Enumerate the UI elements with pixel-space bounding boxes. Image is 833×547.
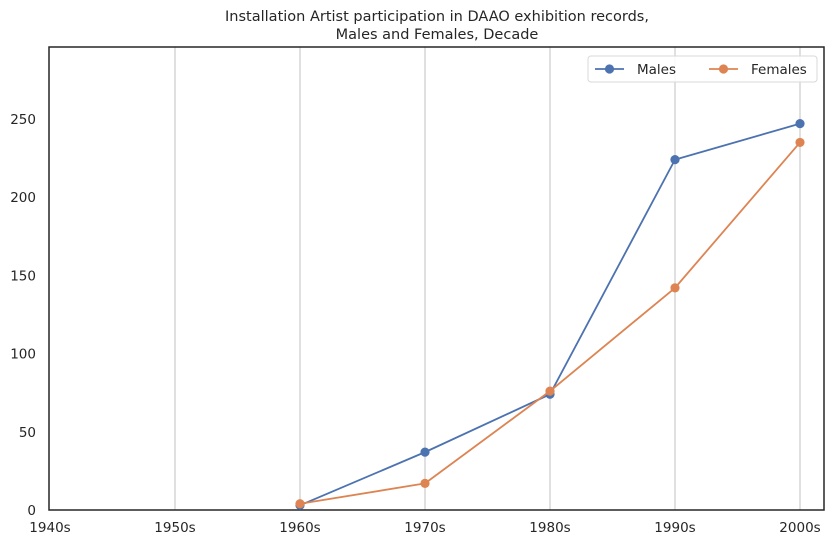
y-tick-label: 200: [10, 190, 36, 206]
y-axis-ticks: 0 50 100 150 200 250: [10, 112, 36, 519]
chart-title-line-1: Installation Artist participation in DAA…: [225, 9, 649, 25]
x-axis-ticks: 1940s 1950s 1960s 1970s 1980s 1990s 2000s: [29, 520, 820, 536]
legend-marker: [718, 64, 729, 74]
legend-box: [587, 55, 818, 83]
legend-marker: [604, 64, 615, 74]
x-tick-label: 1970s: [404, 520, 445, 536]
y-tick-label: 100: [10, 347, 36, 363]
chart-title: Installation Artist participation in DAA…: [225, 9, 649, 43]
data-point: [670, 155, 680, 165]
data-point: [295, 499, 305, 509]
x-tick-label: 1980s: [529, 520, 570, 536]
x-tick-label: 1940s: [29, 520, 70, 536]
data-point: [545, 386, 555, 396]
series-females: [295, 137, 805, 509]
x-tick-label: 1950s: [154, 520, 195, 536]
data-point: [795, 137, 805, 148]
y-tick-label: 50: [19, 425, 36, 441]
y-tick-label: 0: [27, 503, 36, 519]
data-point: [670, 283, 680, 293]
data-point: [420, 478, 430, 489]
y-tick-label: 250: [10, 112, 36, 128]
chart-title-line-2: Males and Females, Decade: [336, 27, 539, 43]
data-point: [420, 447, 430, 457]
x-tick-label: 2000s: [779, 520, 820, 536]
legend: Males Females: [587, 55, 818, 83]
x-tick-label: 1960s: [279, 520, 320, 536]
grid-lines: [174, 47, 801, 510]
series-layer: [295, 119, 805, 510]
legend-label: Males: [637, 62, 676, 78]
legend-entry-females: Females: [709, 62, 807, 78]
data-point: [795, 119, 805, 129]
legend-label: Females: [751, 62, 807, 78]
x-tick-label: 1990s: [654, 520, 695, 536]
legend-entry-males: Males: [595, 62, 676, 78]
plot-area-frame: [48, 46, 825, 511]
y-tick-label: 150: [10, 268, 36, 284]
